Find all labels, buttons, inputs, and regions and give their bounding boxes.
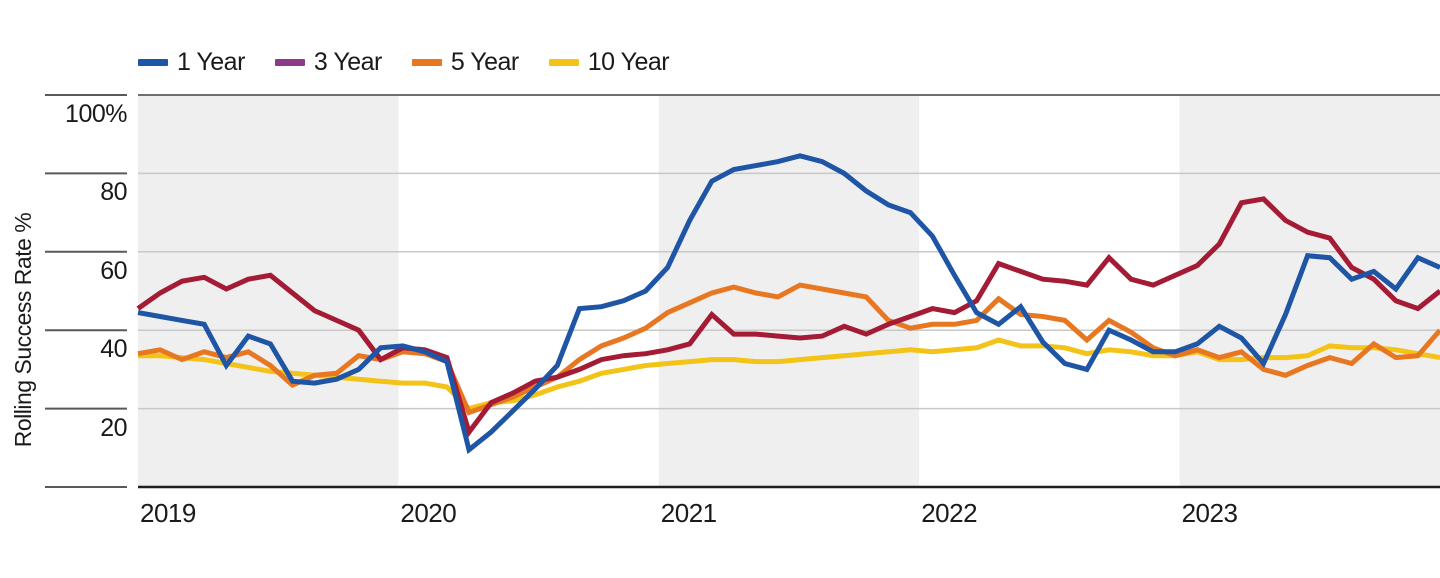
legend-item-5-year: 5 Year	[411, 48, 519, 77]
legend-swatch	[274, 59, 305, 66]
year-band	[138, 96, 399, 487]
y-tick-label: 80	[100, 178, 127, 207]
legend-item-10-year: 10 Year	[548, 48, 670, 77]
legend-swatch	[138, 59, 168, 66]
series-line-1-year	[137, 153, 1440, 455]
chart-legend: 1 Year 3 Year 5 Year 10 Year	[138, 48, 670, 77]
legend-item-1-year: 1 Year	[138, 48, 245, 77]
series-line-5-year	[137, 282, 1440, 416]
y-tick-label: 20	[100, 413, 127, 442]
x-tick-label: 2019	[140, 498, 196, 528]
legend-label: 3 Year	[313, 48, 382, 76]
legend-swatch	[411, 59, 442, 66]
legend-label: 10 Year	[587, 48, 670, 76]
legend-label: 5 Year	[450, 48, 519, 76]
x-tick-label: 2022	[921, 498, 978, 528]
year-band	[1179, 96, 1440, 487]
series-line-10-year	[138, 337, 1440, 412]
x-tick-label: 2023	[1181, 498, 1238, 528]
x-tick-label: 2021	[660, 498, 717, 528]
y-tick-label: 60	[100, 256, 127, 285]
y-tick-label: 40	[100, 335, 127, 364]
legend-swatch	[548, 59, 579, 66]
x-tick-label: 2020	[400, 498, 457, 528]
legend-label: 1 Year	[177, 48, 245, 76]
legend-item-3-year: 3 Year	[274, 48, 382, 77]
y-tick-label: 100%	[65, 100, 127, 128]
series-line-3-year	[136, 196, 1440, 438]
y-axis-title: Rolling Success Rate %	[10, 212, 36, 448]
